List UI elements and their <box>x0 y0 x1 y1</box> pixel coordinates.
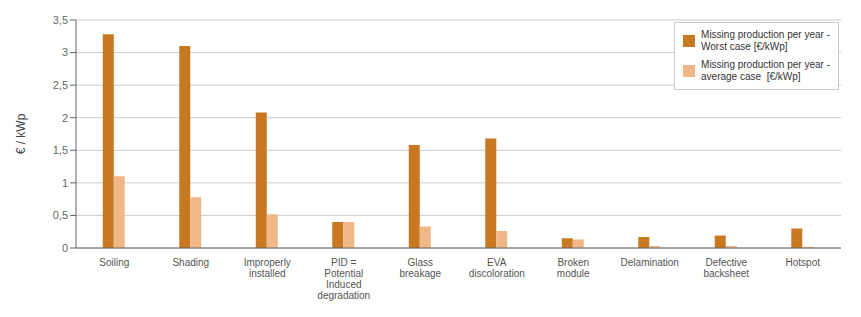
svg-text:Hotspot: Hotspot <box>786 257 821 268</box>
svg-text:EVAdiscoloration: EVAdiscoloration <box>469 257 525 279</box>
html-text:Missing production per year -: Missing production per year - Worst case… <box>701 29 830 52</box>
svg-text:1: 1 <box>62 177 68 189</box>
svg-text:Soiling: Soiling <box>99 257 129 268</box>
html-text:Missing production per year -: Missing production per year - average ca… <box>701 59 830 82</box>
svg-text:0,5: 0,5 <box>53 209 68 221</box>
svg-text:Delamination: Delamination <box>621 257 679 268</box>
svg-text:Improperlyinstalled: Improperlyinstalled <box>244 257 291 279</box>
svg-text:Glassbreakage: Glassbreakage <box>399 257 441 279</box>
svg-text:1,5: 1,5 <box>53 144 68 156</box>
svg-text:2: 2 <box>62 112 68 124</box>
svg-text:Shading: Shading <box>172 257 209 268</box>
svg-text:Brokenmodule: Brokenmodule <box>557 257 590 279</box>
svg-text:€ / kWp: € / kWp <box>14 113 28 154</box>
svg-text:3,5: 3,5 <box>53 14 68 26</box>
svg-text:0: 0 <box>62 242 68 254</box>
svg-text:3: 3 <box>62 46 68 58</box>
svg-text:PID =PotentialInduceddegradati: PID =PotentialInduceddegradation <box>317 257 370 301</box>
svg-text:2,5: 2,5 <box>53 79 68 91</box>
svg-text:Defectivebacksheet: Defectivebacksheet <box>703 257 749 279</box>
